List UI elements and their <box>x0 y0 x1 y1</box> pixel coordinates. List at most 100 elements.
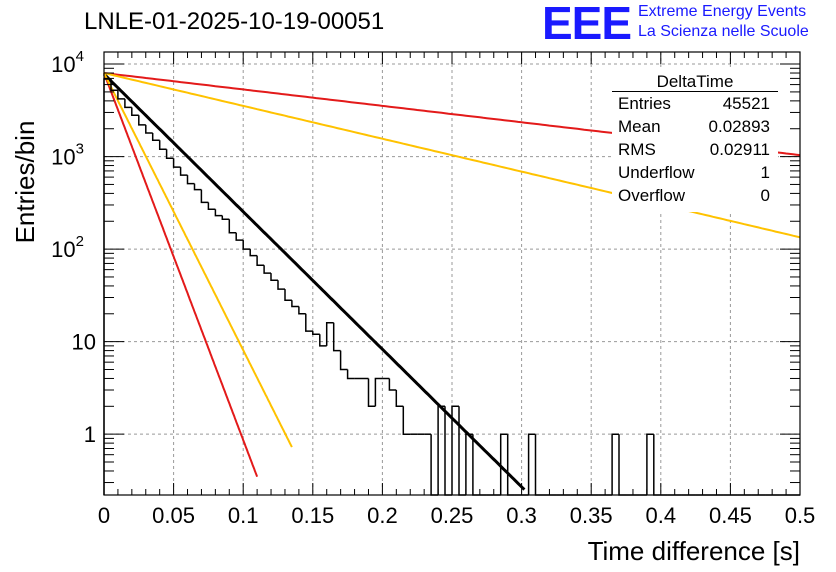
histogram-bin <box>618 434 626 496</box>
histogram-bin <box>242 240 251 250</box>
histogram-bin <box>298 306 306 315</box>
axis-ticks <box>103 52 801 495</box>
histogram-bin <box>395 390 404 408</box>
histogram-bin <box>346 369 355 380</box>
histogram-bin <box>325 321 334 346</box>
stats-row-entries: Entries 45521 <box>618 94 770 116</box>
stats-row-mean: Mean 0.02893 <box>618 117 770 139</box>
histogram-bin <box>117 90 125 100</box>
stats-label: Mean <box>618 117 661 136</box>
stats-value: 0 <box>760 186 770 205</box>
x-tick-label: 0 <box>98 503 110 528</box>
x-tick-label: 0.3 <box>506 503 537 528</box>
histogram-bin <box>646 433 654 495</box>
histogram-bin <box>207 202 216 210</box>
x-axis-label: Time difference [s] <box>588 536 800 566</box>
histogram-bin <box>499 433 508 495</box>
histogram-bin <box>158 140 167 151</box>
x-tick-label: 0.35 <box>570 503 613 528</box>
histogram-bin <box>186 175 195 185</box>
histogram-bin <box>277 280 285 290</box>
histogram-bin <box>402 406 411 435</box>
histogram-bin <box>611 433 619 495</box>
stats-box: DeltaTime Entries 45521 Mean 0.02893 RMS… <box>612 70 778 212</box>
stats-label: RMS <box>618 140 656 159</box>
histogram-bin <box>527 433 536 495</box>
histogram-bin <box>430 434 439 496</box>
histogram-bin <box>367 378 376 408</box>
run-title: LNLE-01-2025-10-19-00051 <box>84 8 385 35</box>
tick-labels: 0 0.05 0.1 0.15 0.2 0.25 0.3 0.35 0.4 0.45 0.51101… <box>51 48 815 528</box>
histogram-bin <box>124 98 132 109</box>
x-tick-label: 0.45 <box>709 503 752 528</box>
histogram-bin <box>270 273 278 282</box>
histogram-bin <box>138 115 146 126</box>
stats-value: 0.02911 <box>709 140 770 159</box>
histogram-bin <box>151 133 160 142</box>
histogram-bin <box>131 107 139 116</box>
histogram-bin <box>263 265 271 274</box>
stats-label: Entries <box>618 94 671 113</box>
histogram-bin <box>193 183 202 191</box>
histogram-bin <box>165 149 174 159</box>
logo-subtitle-2: La Scienza nelle Scuole <box>638 23 809 40</box>
stats-divider <box>612 91 778 92</box>
histogram-bin <box>291 300 299 308</box>
x-tick-label: 0.25 <box>431 503 474 528</box>
stats-row-overflow: Overflow 0 <box>618 186 770 208</box>
x-tick-label: 0.05 <box>152 503 195 528</box>
histogram-bin <box>284 289 292 302</box>
histogram-bin <box>305 313 313 332</box>
histogram-bin <box>506 434 515 496</box>
histogram-bin <box>437 405 445 495</box>
x-tick-label: 0.1 <box>228 503 259 528</box>
y-tick-label: 104 <box>51 48 84 77</box>
histogram-bin <box>374 377 383 407</box>
histogram-bin <box>172 158 181 168</box>
histogram-bin <box>451 405 459 495</box>
x-tick-label: 0.2 <box>367 503 398 528</box>
histogram-bin <box>249 249 258 257</box>
logo-subtitle-1: Extreme Energy Events <box>638 3 807 20</box>
histogram-bin <box>465 433 473 495</box>
histogram-bin <box>319 334 327 347</box>
stats-row-underflow: Underflow 1 <box>618 163 770 185</box>
histogram-bin <box>214 209 223 217</box>
stats-value: 0.02893 <box>708 117 770 136</box>
x-tick-label: 0.5 <box>785 503 816 528</box>
histogram-bin <box>332 322 341 352</box>
x-tick-label: 0.15 <box>291 503 334 528</box>
stats-row-rms: RMS 0.02911 <box>618 140 770 162</box>
stats-value: 45521 <box>722 94 770 113</box>
histogram-bin <box>103 78 111 495</box>
stats-label: Underflow <box>618 163 695 182</box>
histogram-bin <box>256 255 265 266</box>
eee-logo: EEE <box>542 0 632 49</box>
histogram-bin <box>110 79 118 92</box>
fit-curve-red-steep <box>103 72 259 478</box>
histogram-bin <box>534 434 543 496</box>
y-tick-label: 102 <box>51 233 84 262</box>
x-tick-label: 0.4 <box>646 503 677 528</box>
stats-title: DeltaTime <box>656 72 734 91</box>
y-tick-label: 10 <box>72 330 96 355</box>
histogram-bin <box>444 406 452 496</box>
histogram-bin <box>312 331 320 336</box>
histogram-bin <box>458 406 466 496</box>
y-axis-label: Entries/bin <box>10 121 40 244</box>
histogram-bin <box>388 378 397 391</box>
histogram-bin <box>653 434 661 496</box>
histogram-bin <box>228 219 237 234</box>
y-tick-label: 1 <box>84 422 96 447</box>
y-tick-label: 103 <box>51 141 84 170</box>
histogram-bin <box>235 232 244 241</box>
stats-label: Overflow <box>618 186 686 205</box>
histogram-bin <box>145 124 153 134</box>
fit-curve-orange-steep <box>103 72 293 448</box>
stats-value: 1 <box>760 163 770 182</box>
histogram-bin <box>200 189 209 204</box>
histogram-bin <box>339 350 348 371</box>
histogram-bin <box>179 167 188 176</box>
fit-curve-fit <box>102 72 526 491</box>
histogram-bin <box>221 215 230 221</box>
